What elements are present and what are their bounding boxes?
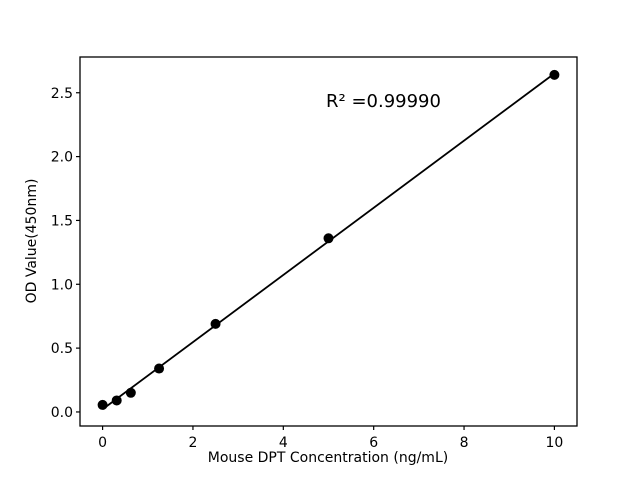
y-tick-label: 1.0: [51, 277, 73, 293]
x-tick-label: 0: [98, 435, 107, 451]
x-tick-label: 10: [545, 435, 563, 451]
data-point: [323, 233, 334, 244]
y-axis-ticks: 0.0 0.5 1.0 1.5 2.0 2.5: [51, 86, 80, 421]
data-series: [97, 69, 560, 410]
y-tick-label: 2.0: [51, 150, 73, 166]
x-tick-label: 2: [188, 435, 197, 451]
data-point: [125, 387, 136, 398]
y-tick-label: 1.5: [51, 213, 73, 229]
x-tick-label: 6: [369, 435, 378, 451]
x-axis-ticks: 0 2 4 6 8 10: [98, 426, 563, 451]
x-tick-label: 8: [460, 435, 469, 451]
data-point: [210, 318, 221, 329]
r-squared-annotation: R² =0.99990: [326, 91, 441, 112]
y-tick-label: 2.5: [51, 86, 73, 102]
data-point: [97, 399, 108, 410]
x-axis-label: Mouse DPT Concentration (ng/mL): [208, 450, 448, 466]
data-point: [111, 395, 122, 406]
y-tick-label: 0.5: [51, 341, 73, 357]
data-point: [549, 69, 560, 80]
y-tick-label: 0.0: [51, 405, 73, 421]
y-axis-label: OD Value(450nm): [24, 179, 40, 304]
data-point: [154, 363, 165, 374]
x-tick-label: 4: [279, 435, 288, 451]
plot-frame: [79, 56, 578, 427]
